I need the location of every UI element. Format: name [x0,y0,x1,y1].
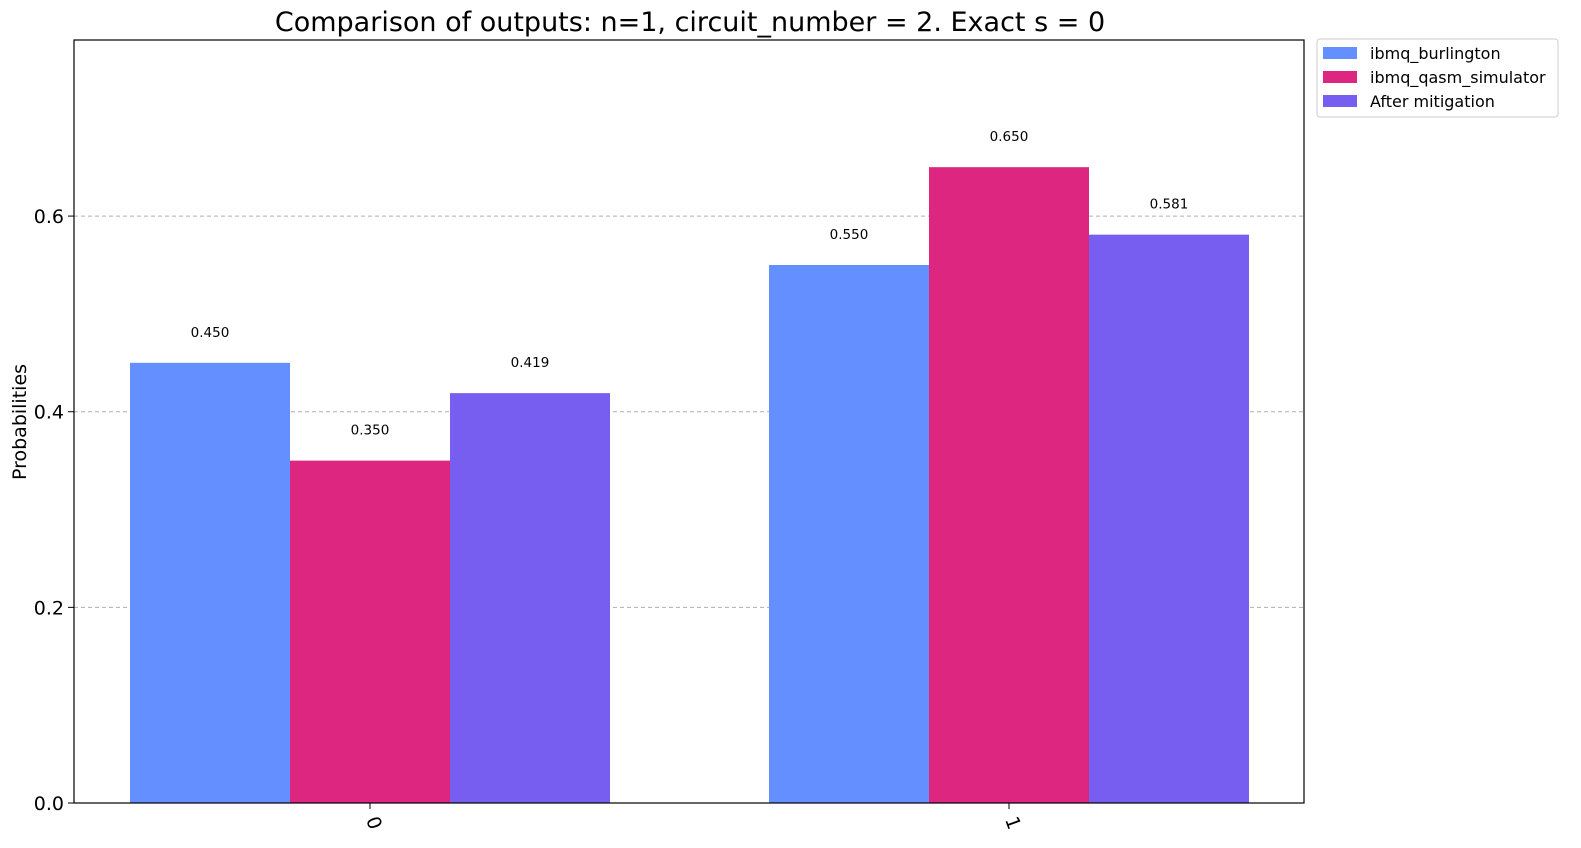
legend: ibmq_burlington ibmq_qasm_simulator After … [1316,38,1559,118]
legend-swatch [1323,71,1357,83]
plot-frame [73,39,1305,804]
bar-value-label: 0.650 [990,129,1029,145]
bar-value-label: 0.419 [511,355,550,371]
y-axis-label: Probabilities [9,364,31,480]
bar-after-mitigation-1 [1089,234,1249,803]
bar-ibmq-qasm-simulator-1 [929,167,1089,803]
bar-value-label: 0.550 [830,227,869,243]
legend-label: ibmq_qasm_simulator [1370,68,1546,88]
bars [130,167,1249,803]
legend-label: ibmq_burlington [1370,44,1501,64]
y-tick-label: 0.0 [34,793,64,815]
bar-value-label: 0.450 [191,325,230,341]
bar-ibmq-qasm-simulator-0 [290,460,450,803]
bar-value-labels: 0.450 0.350 0.419 0.550 0.650 0.581 [191,129,1189,438]
y-tick-label: 0.4 [34,402,64,424]
bar-ibmq-burlington-1 [769,264,929,803]
y-axis-ticks: 0.0 0.2 0.4 0.6 [34,206,74,815]
legend-swatch [1323,47,1357,59]
bar-after-mitigation-0 [450,393,610,803]
bar-value-label: 0.350 [351,423,390,439]
x-tick-label: 1 [1000,814,1025,833]
y-tick-label: 0.2 [34,597,64,619]
bar-value-label: 0.581 [1150,197,1189,213]
legend-swatch [1323,95,1357,107]
legend-box [1316,38,1559,118]
legend-label: After mitigation [1370,92,1495,111]
chart-title: Comparison of outputs: n=1, circuit_numb… [275,7,1105,38]
x-tick-label: 0 [361,814,386,833]
bar-ibmq-burlington-0 [130,362,290,803]
y-tick-label: 0.6 [34,206,64,228]
